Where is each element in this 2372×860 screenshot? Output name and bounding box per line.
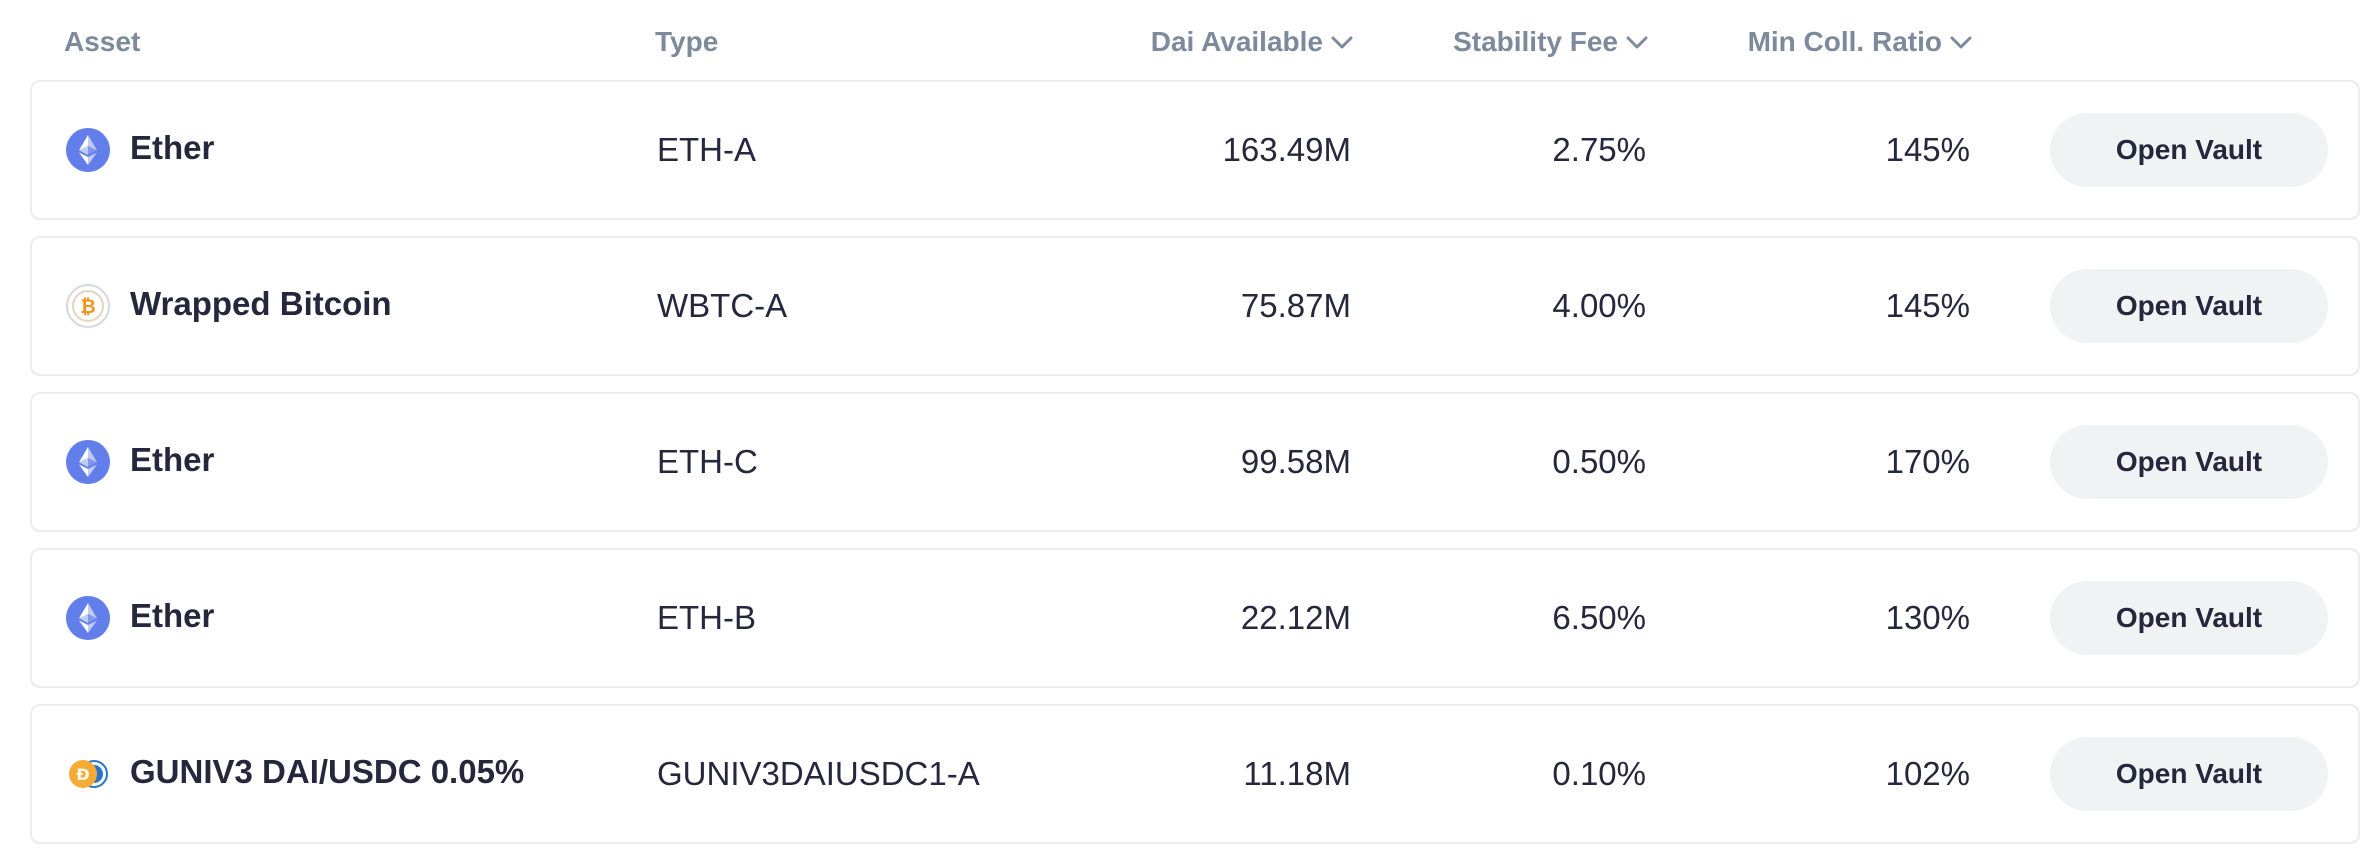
dai-available-cell: 163.49M: [1222, 131, 1351, 168]
column-header-stability-fee[interactable]: Stability Fee: [1453, 24, 1648, 60]
column-header-dai-available[interactable]: Dai Available: [1151, 24, 1353, 60]
asset-cell: Ether: [66, 550, 214, 686]
type-cell: ETH-A: [657, 131, 756, 168]
guniv3-dai-usdc-icon: Đ: [66, 752, 110, 796]
column-header-label: Stability Fee: [1453, 26, 1618, 57]
open-vault-button[interactable]: Open Vault: [2050, 113, 2328, 187]
min-coll-ratio-cell: 102%: [1885, 755, 1970, 792]
table-header: Asset Type Dai Available Stability Fee M…: [30, 0, 2360, 80]
min-coll-ratio-cell: 170%: [1885, 443, 1970, 480]
type-cell: ETH-C: [657, 443, 758, 480]
dai-available-cell: 22.12M: [1240, 599, 1351, 636]
table-row: Ether ETH-A 163.49M 2.75% 145% Open Vaul…: [30, 80, 2360, 220]
table-row: ₿ Wrapped Bitcoin WBTC-A 75.87M 4.00% 14…: [30, 236, 2360, 376]
asset-cell: ₿ Wrapped Bitcoin: [66, 238, 392, 374]
dai-available-cell: 11.18M: [1243, 755, 1351, 792]
min-coll-ratio-cell: 145%: [1885, 131, 1970, 168]
stability-fee-cell: 0.10%: [1552, 755, 1646, 792]
stability-fee-cell: 2.75%: [1552, 131, 1646, 168]
svg-text:₿: ₿: [80, 296, 95, 318]
asset-name: Ether: [130, 129, 215, 166]
table-row: Ether ETH-C 99.58M 0.50% 170% Open Vault: [30, 392, 2360, 532]
open-vault-button[interactable]: Open Vault: [2050, 581, 2328, 655]
asset-name: Ether: [130, 597, 215, 634]
action-cell: Open Vault: [2050, 394, 2328, 530]
ether-icon: [66, 440, 110, 484]
stability-fee-cell: 6.50%: [1552, 599, 1646, 636]
chevron-down-icon: [1331, 23, 1353, 59]
asset-cell: Đ GUNIV3 DAI/USDC 0.05%: [66, 706, 524, 842]
column-header-label: Min Coll. Ratio: [1747, 26, 1942, 57]
min-coll-ratio-cell: 145%: [1885, 287, 1970, 324]
chevron-down-icon: [1626, 23, 1648, 59]
min-coll-ratio-cell: 130%: [1885, 599, 1970, 636]
action-cell: Open Vault: [2050, 238, 2328, 374]
action-cell: Open Vault: [2050, 706, 2328, 842]
asset-cell: Ether: [66, 394, 214, 530]
ether-icon: [66, 596, 110, 640]
stability-fee-cell: 4.00%: [1552, 287, 1646, 324]
type-cell: ETH-B: [657, 599, 756, 636]
chevron-down-icon: [1950, 23, 1972, 59]
dai-available-cell: 99.58M: [1240, 443, 1351, 480]
open-vault-button[interactable]: Open Vault: [2050, 737, 2328, 811]
column-header-type: Type: [655, 26, 719, 57]
vault-table: Asset Type Dai Available Stability Fee M…: [30, 0, 2360, 860]
table-row: Đ GUNIV3 DAI/USDC 0.05% GUNIV3DAIUSDC1-A…: [30, 704, 2360, 844]
action-cell: Open Vault: [2050, 550, 2328, 686]
asset-name: Wrapped Bitcoin: [130, 285, 392, 322]
svg-text:Đ: Đ: [76, 765, 89, 784]
type-cell: GUNIV3DAIUSDC1-A: [657, 755, 980, 792]
action-cell: Open Vault: [2050, 82, 2328, 218]
column-header-asset: Asset: [64, 26, 141, 57]
asset-cell: Ether: [66, 82, 214, 218]
open-vault-button[interactable]: Open Vault: [2050, 269, 2328, 343]
asset-name: GUNIV3 DAI/USDC 0.05%: [130, 753, 525, 790]
open-vault-button[interactable]: Open Vault: [2050, 425, 2328, 499]
asset-name: Ether: [130, 441, 215, 478]
stability-fee-cell: 0.50%: [1552, 443, 1646, 480]
column-header-label: Dai Available: [1150, 26, 1323, 57]
dai-available-cell: 75.87M: [1240, 287, 1351, 324]
table-row: Ether ETH-B 22.12M 6.50% 130% Open Vault: [30, 548, 2360, 688]
type-cell: WBTC-A: [657, 287, 788, 324]
column-header-min-coll-ratio[interactable]: Min Coll. Ratio: [1748, 24, 1972, 60]
wrapped-bitcoin-icon: ₿: [66, 284, 110, 328]
ether-icon: [66, 128, 110, 172]
